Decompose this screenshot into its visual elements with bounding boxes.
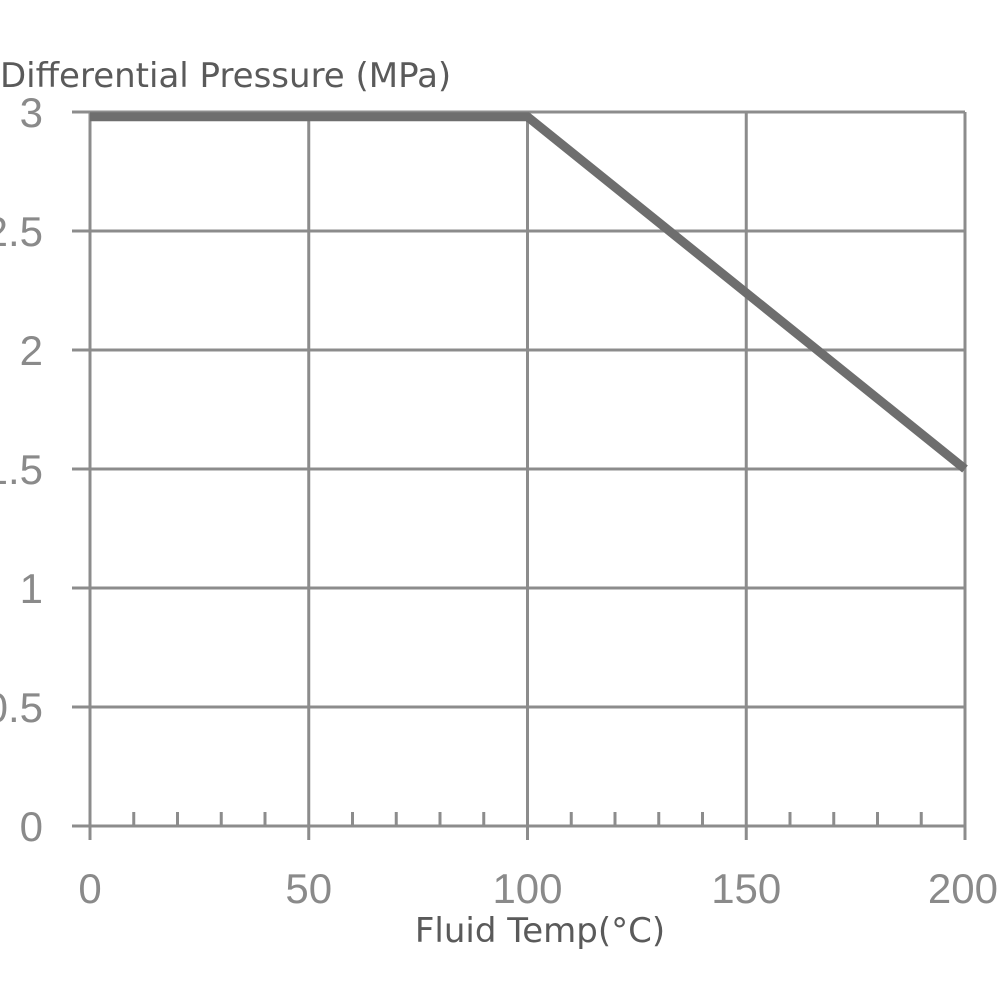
y-tick-label: 2.5 bbox=[0, 208, 43, 255]
x-tick-label: 0 bbox=[78, 865, 101, 912]
x-tick-label: 200 bbox=[928, 865, 998, 912]
series-line bbox=[90, 112, 968, 473]
y-tick-labels: 0 0.5 1 1.5 2 2.5 3 bbox=[0, 89, 43, 850]
grid bbox=[72, 110, 967, 840]
y-tick-label: 1.5 bbox=[0, 446, 43, 493]
x-tick-label: 150 bbox=[711, 865, 781, 912]
y-tick-label: 2 bbox=[20, 327, 43, 374]
x-tick-label: 50 bbox=[285, 865, 332, 912]
x-tick-labels: 0 50 100 150 200 bbox=[78, 865, 998, 912]
x-axis-title: Fluid Temp(°C) bbox=[415, 911, 665, 951]
y-tick-label: 3 bbox=[20, 89, 43, 136]
y-tick-label: 1 bbox=[20, 565, 43, 612]
y-tick-label: 0.5 bbox=[0, 684, 43, 731]
y-axis-title: Differential Pressure (MPa) bbox=[0, 56, 451, 96]
x-tick-label: 100 bbox=[492, 865, 562, 912]
y-tick-label: 0 bbox=[20, 803, 43, 850]
series bbox=[90, 112, 968, 473]
minor-ticks bbox=[132, 812, 923, 826]
